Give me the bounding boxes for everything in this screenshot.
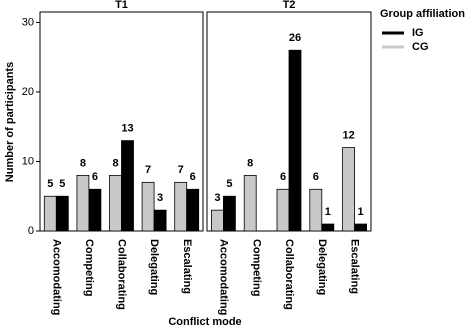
bar: [76, 174, 90, 232]
y-tick-label: 0: [28, 225, 34, 237]
value-label: 5: [59, 178, 65, 190]
value-label: 8: [247, 157, 253, 169]
panel-title: T2: [283, 0, 296, 11]
value-label: 7: [178, 164, 184, 176]
value-label: 6: [280, 171, 286, 183]
value-label: 6: [190, 171, 196, 183]
x-tick-label: Delegating: [148, 239, 160, 295]
value-label: 8: [112, 157, 118, 169]
value-label: 1: [325, 206, 331, 218]
bar: [222, 195, 236, 232]
value-label: 1: [358, 206, 364, 218]
bar: [354, 223, 368, 232]
x-tick-label: Escalating: [181, 239, 193, 294]
x-axis-label: Conflict mode: [168, 316, 241, 328]
value-label: 26: [289, 32, 301, 44]
bar: [109, 174, 122, 232]
x-tick-label: Accomodating: [217, 239, 229, 315]
x-tick-label: Escalating: [349, 239, 361, 294]
value-label: 6: [313, 171, 319, 183]
bar: [153, 209, 167, 232]
bar: [88, 188, 102, 232]
bar: [321, 223, 335, 232]
value-label: 5: [47, 178, 53, 190]
value-label: 7: [145, 164, 151, 176]
x-tick-label: Competing: [250, 239, 262, 296]
y-tick-label: 10: [22, 155, 34, 167]
bar: [174, 181, 188, 232]
legend-label: CG: [412, 41, 429, 53]
x-tick-label: Collaborating: [283, 239, 295, 310]
x-tick-label: Accomodating: [50, 239, 62, 315]
bar: [342, 147, 356, 232]
x-tick-label: Delegating: [316, 239, 328, 295]
value-label: 3: [214, 192, 220, 204]
bar: [43, 195, 57, 232]
value-label: 5: [226, 178, 232, 190]
bar: [55, 195, 69, 232]
x-tick-label: Collaborating: [116, 239, 128, 310]
value-label: 13: [121, 123, 133, 135]
value-label: 12: [342, 129, 354, 141]
value-label: 6: [92, 171, 98, 183]
bar: [186, 188, 200, 232]
value-label: 8: [80, 157, 86, 169]
x-tick-label: Competing: [83, 239, 95, 296]
bar: [309, 188, 323, 232]
value-label: 3: [157, 192, 163, 204]
y-axis-label: Number of participants: [4, 62, 16, 182]
legend-label: IG: [412, 27, 424, 39]
bar: [141, 181, 155, 232]
panel-title: T1: [115, 0, 128, 11]
bar: [121, 140, 134, 232]
legend-title: Group affiliation: [380, 8, 465, 20]
bar: [243, 174, 257, 232]
bar: [276, 188, 290, 232]
y-tick-label: 20: [22, 86, 34, 98]
bar: [210, 209, 224, 232]
y-tick-label: 30: [22, 16, 34, 28]
bar: [288, 49, 302, 232]
